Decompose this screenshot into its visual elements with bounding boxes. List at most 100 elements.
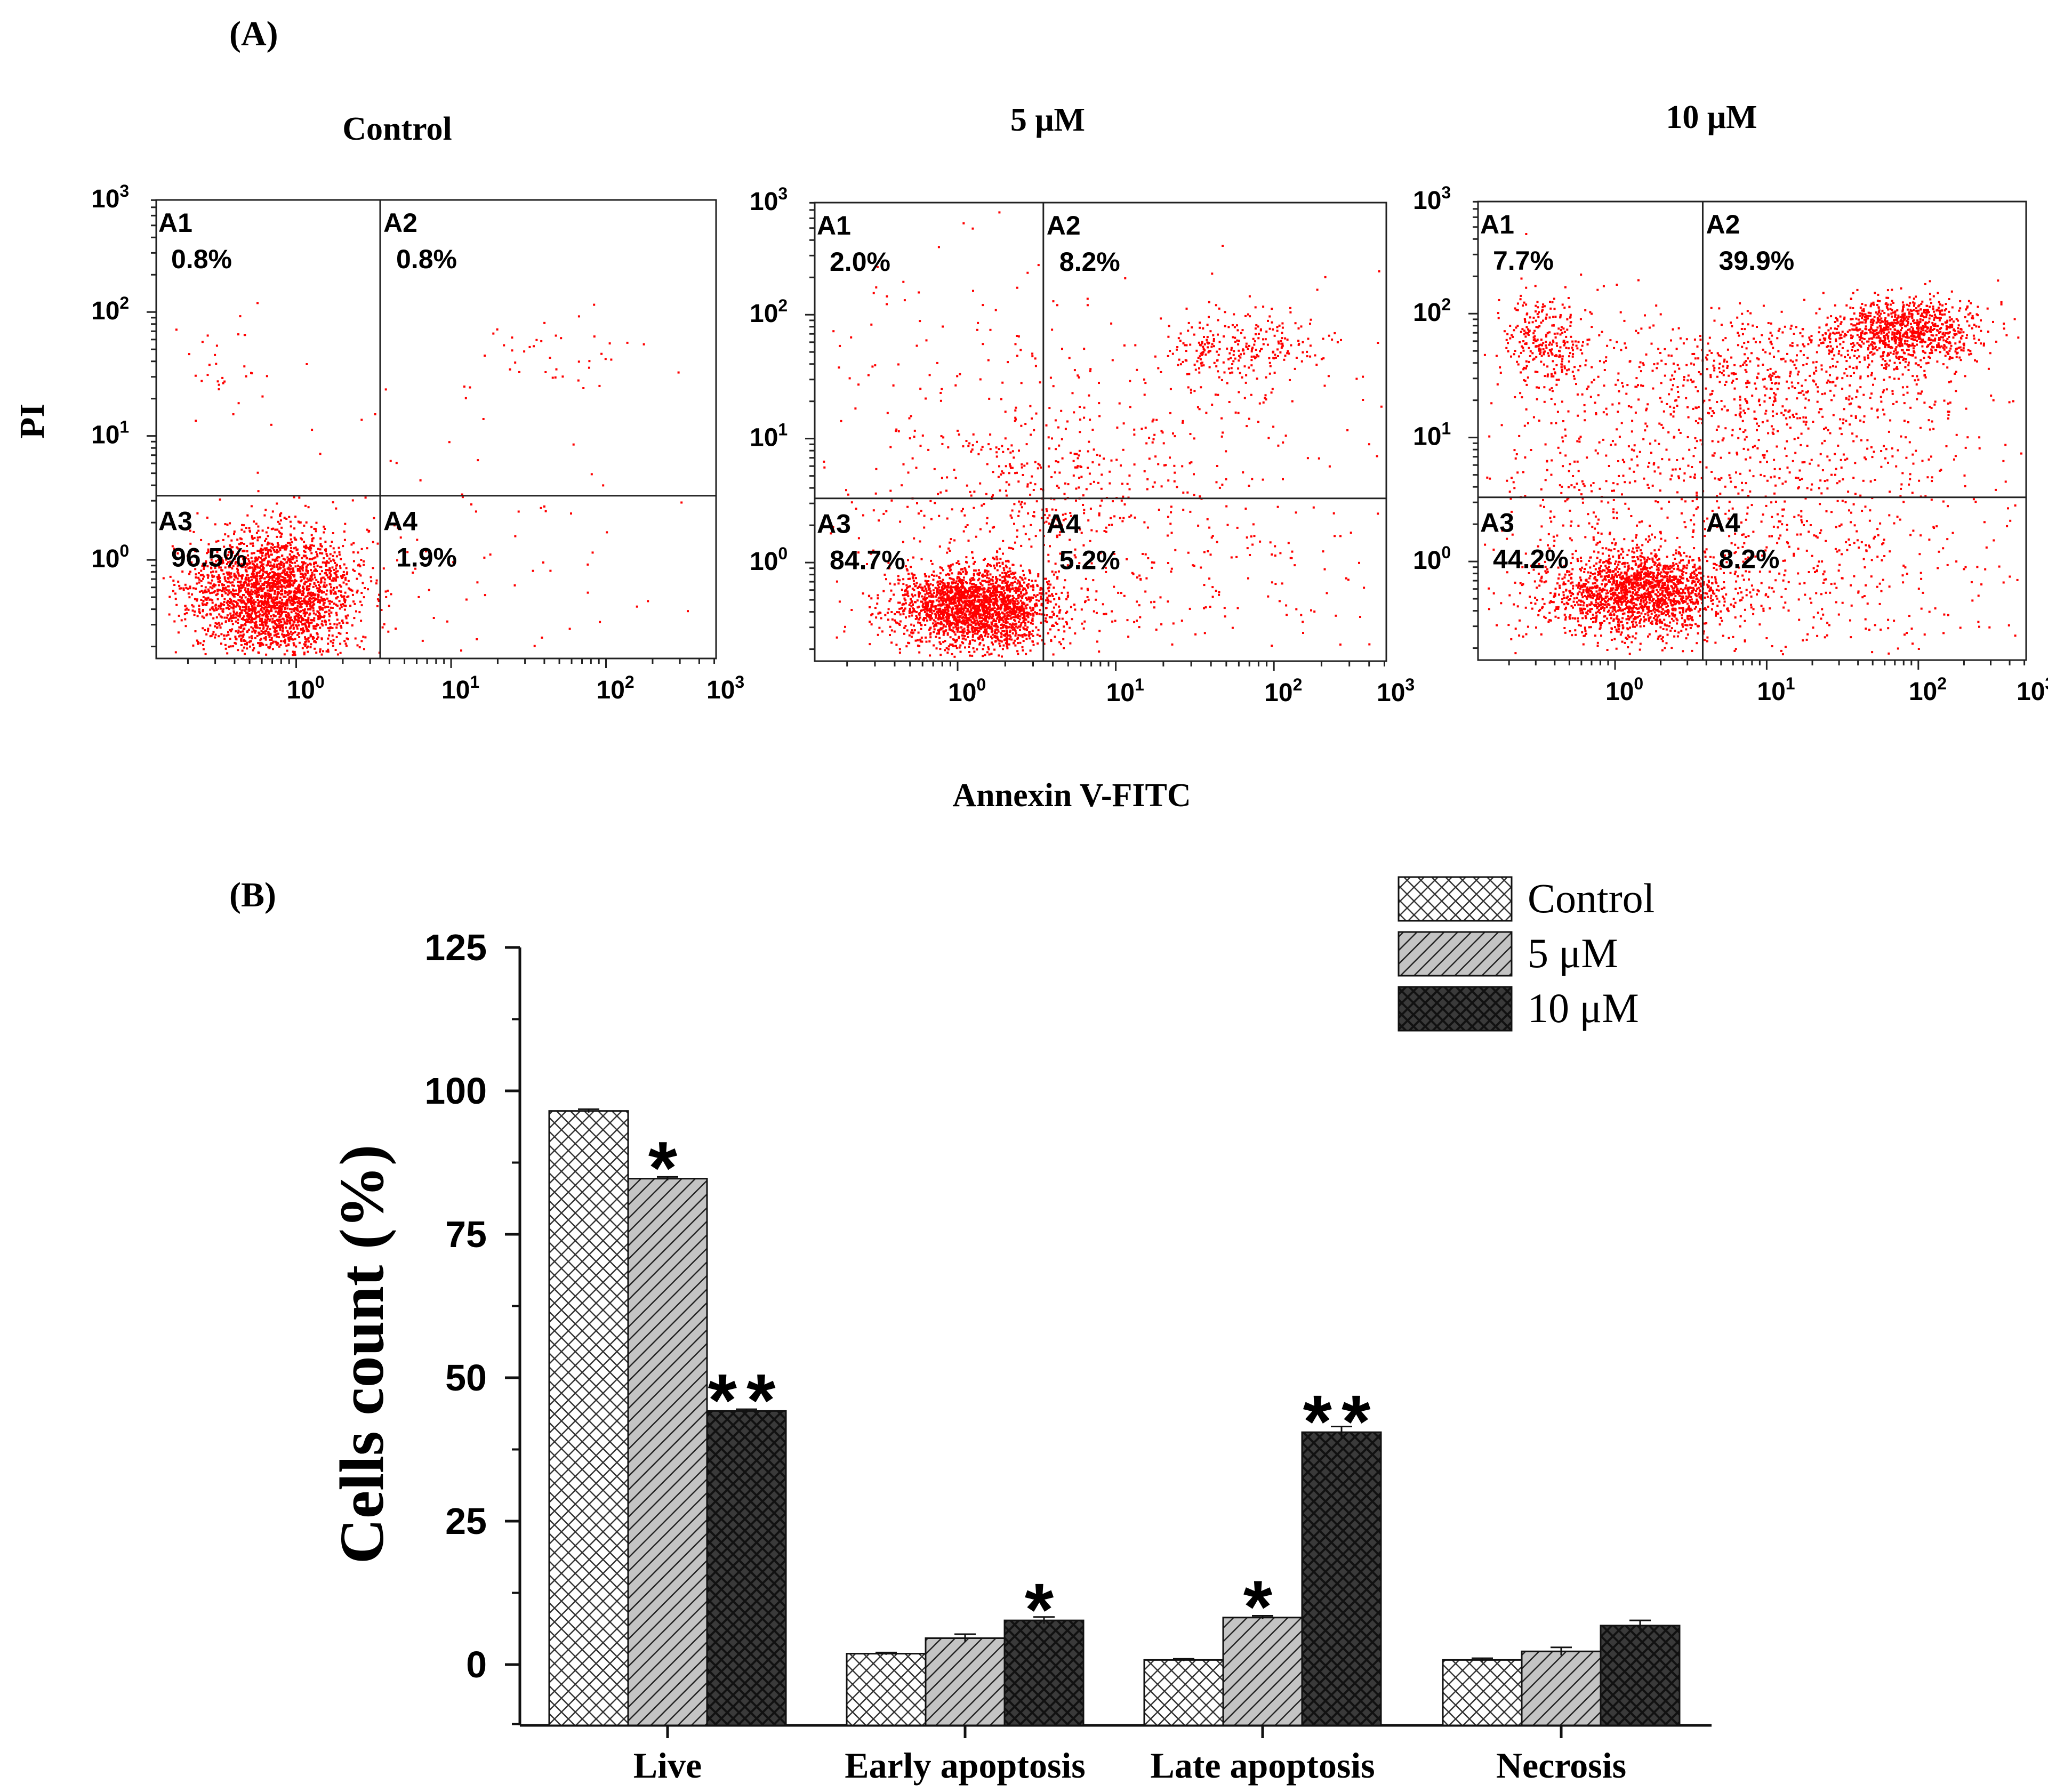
scatter-point bbox=[483, 556, 486, 559]
scatter-point bbox=[971, 639, 974, 641]
scatter-point bbox=[290, 550, 292, 552]
scatter-point bbox=[258, 594, 261, 596]
scatter-point bbox=[1001, 655, 1003, 658]
scatter-point bbox=[989, 604, 992, 606]
scatter-point bbox=[213, 585, 215, 588]
scatter-point bbox=[995, 613, 998, 615]
scatter-point bbox=[1032, 586, 1035, 589]
scatter-point bbox=[307, 589, 310, 592]
scatter-point bbox=[470, 503, 472, 506]
scatter-point bbox=[1007, 559, 1009, 562]
scatter-point bbox=[320, 616, 323, 618]
scatter-point bbox=[927, 601, 929, 604]
scatter-point bbox=[942, 588, 945, 590]
scatter-point bbox=[235, 638, 238, 641]
scatter-point bbox=[1048, 580, 1050, 583]
scatter-point bbox=[311, 572, 314, 574]
scatter-point bbox=[1126, 619, 1129, 622]
scatter-point bbox=[252, 599, 255, 602]
scatter-point bbox=[934, 620, 937, 623]
quadrant-name: A4 bbox=[383, 507, 417, 536]
scatter-point bbox=[983, 622, 986, 625]
scatter-point bbox=[230, 591, 232, 593]
scatter-point bbox=[201, 615, 204, 618]
scatter-point bbox=[264, 596, 267, 598]
scatter-point bbox=[169, 575, 172, 578]
scatter-point bbox=[944, 591, 946, 593]
scatter-point bbox=[984, 654, 986, 656]
scatter-point bbox=[287, 575, 290, 577]
scatter-point bbox=[318, 601, 321, 604]
scatter-point bbox=[913, 589, 915, 591]
scatter-point bbox=[252, 627, 254, 630]
scatter-point bbox=[975, 616, 978, 619]
scatter-point bbox=[952, 626, 955, 629]
scatter-point bbox=[340, 625, 342, 628]
scatter-point bbox=[223, 577, 226, 580]
scatter-point bbox=[991, 622, 993, 624]
scatter-point bbox=[263, 608, 266, 610]
scatter-point bbox=[240, 625, 243, 628]
scatter-point bbox=[354, 637, 357, 640]
scatter-point bbox=[253, 624, 256, 627]
scatter-point bbox=[1043, 642, 1046, 645]
scatter-point bbox=[307, 650, 309, 653]
scatter-point bbox=[290, 573, 293, 575]
scatter-point bbox=[259, 570, 261, 573]
scatter-point bbox=[995, 600, 998, 602]
scatter-point bbox=[1006, 639, 1008, 642]
scatter-point bbox=[245, 562, 247, 565]
scatter-point bbox=[278, 612, 280, 615]
scatter-point bbox=[206, 602, 208, 605]
scatter-point bbox=[393, 524, 396, 527]
scatter-point bbox=[1051, 593, 1054, 596]
scatter-point bbox=[292, 654, 294, 656]
scatter-point bbox=[944, 609, 947, 612]
scatter-point bbox=[309, 633, 312, 636]
scatter-point bbox=[296, 627, 299, 630]
scatter-point bbox=[243, 365, 246, 368]
scatter-point bbox=[931, 617, 934, 620]
scatter-point bbox=[931, 594, 934, 597]
scatter-point bbox=[230, 620, 233, 623]
scatter-point bbox=[897, 575, 899, 577]
scatter-point bbox=[261, 623, 263, 625]
scatter-point bbox=[194, 610, 196, 613]
scatter-point bbox=[889, 634, 891, 636]
scatter-point bbox=[346, 621, 348, 624]
scatter-point bbox=[316, 638, 318, 640]
scatter-point bbox=[922, 602, 925, 605]
scatter-point bbox=[260, 630, 263, 632]
scatter-point bbox=[987, 570, 990, 573]
scatter-point bbox=[279, 644, 282, 646]
scatter-point bbox=[214, 567, 216, 569]
scatter-point bbox=[1023, 588, 1026, 590]
scatter-point bbox=[290, 556, 293, 558]
scatter-point bbox=[278, 602, 281, 605]
scatter-point bbox=[248, 598, 251, 601]
scatter-point bbox=[984, 620, 987, 622]
scatter-point bbox=[904, 607, 906, 610]
scatter-point bbox=[218, 388, 220, 391]
scatter-point bbox=[919, 622, 921, 624]
scatter-point bbox=[971, 586, 974, 588]
scatter-point bbox=[1085, 577, 1087, 580]
scatter-point bbox=[317, 596, 319, 598]
scatter-point bbox=[1001, 580, 1004, 583]
scatter-point bbox=[223, 616, 226, 619]
scatter-point bbox=[308, 588, 310, 590]
scatter-point bbox=[323, 591, 325, 593]
scatter-point bbox=[264, 621, 267, 623]
scatter-point bbox=[938, 622, 941, 625]
scatter-point bbox=[921, 600, 923, 603]
scatter-point bbox=[202, 604, 204, 606]
scatter-point bbox=[202, 644, 205, 646]
scatter-point bbox=[886, 612, 889, 614]
scatter-point bbox=[477, 459, 479, 462]
scatter-point bbox=[314, 647, 316, 650]
scatter-point bbox=[222, 539, 224, 541]
scatter-point bbox=[971, 630, 974, 633]
scatter-point bbox=[332, 589, 335, 591]
scatter-point bbox=[324, 541, 327, 543]
scatter-point bbox=[1009, 570, 1011, 573]
